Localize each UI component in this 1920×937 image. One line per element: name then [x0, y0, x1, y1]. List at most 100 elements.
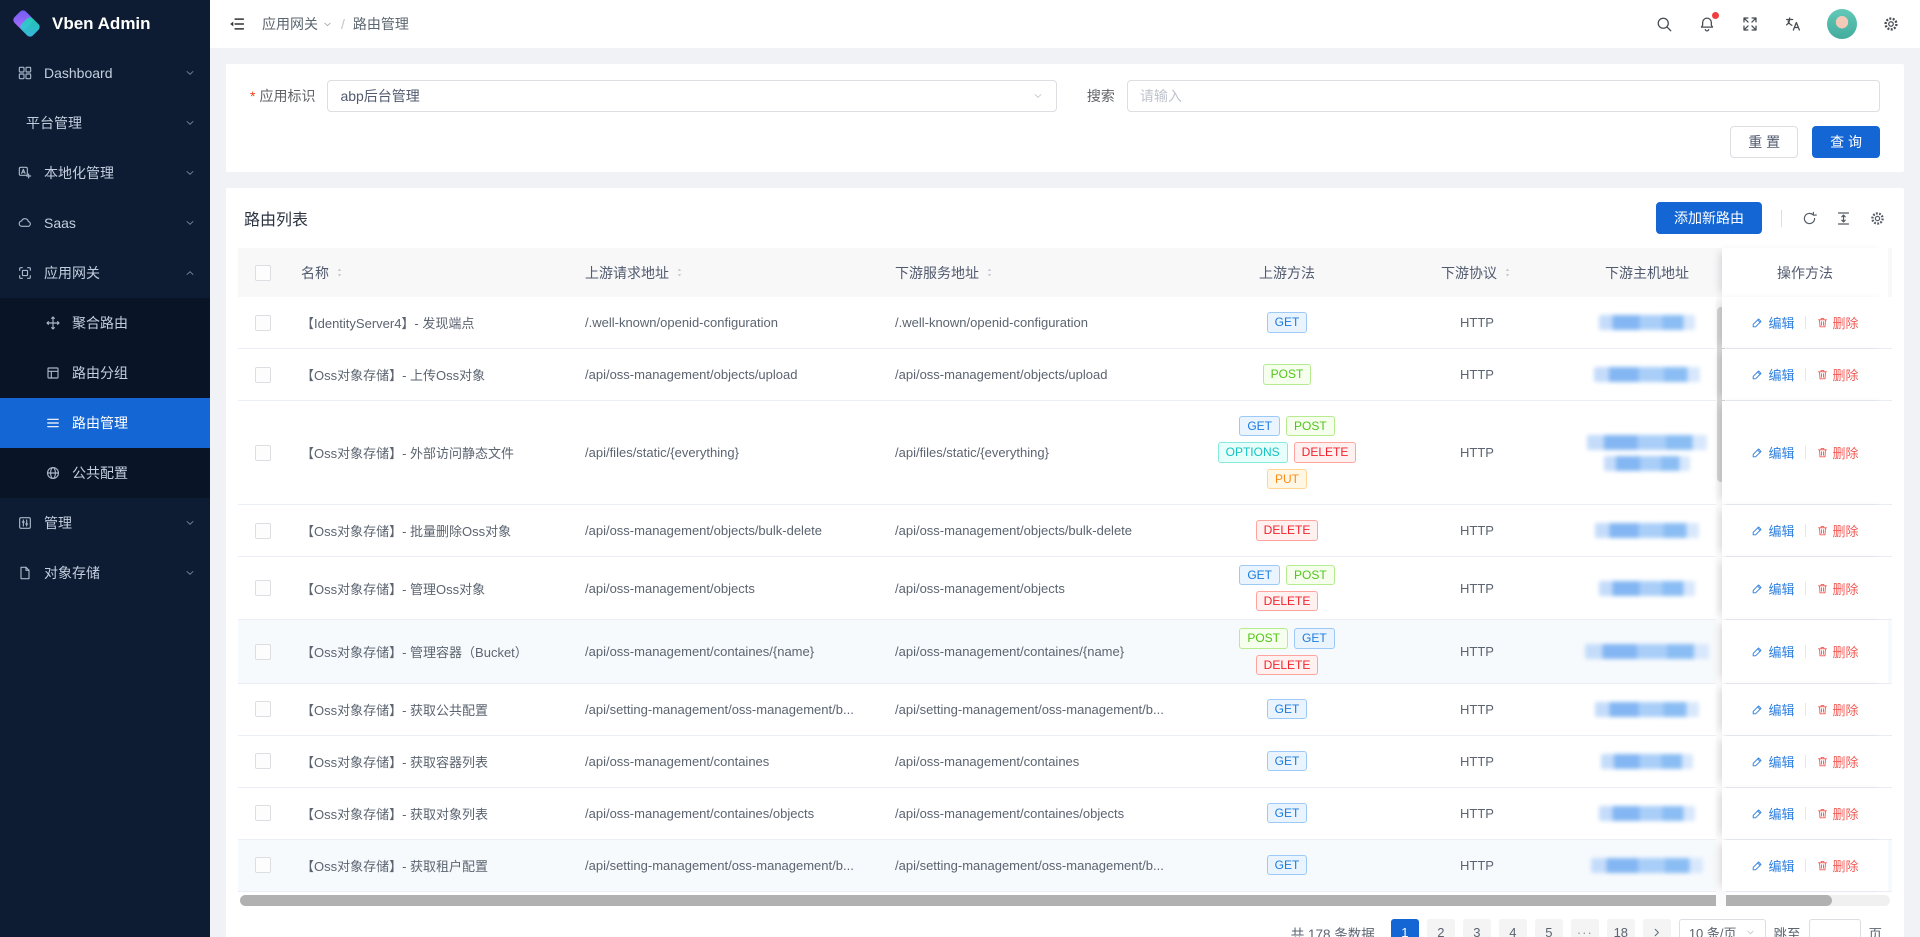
- next-page-button[interactable]: [1642, 918, 1671, 937]
- page-ellipsis[interactable]: ···: [1570, 918, 1599, 937]
- sidebar-item-object-storage[interactable]: 对象存储: [0, 548, 210, 598]
- delete-button[interactable]: 删除: [1816, 700, 1859, 719]
- action-divider: [1804, 368, 1806, 381]
- scheme-value: HTTP: [1460, 367, 1494, 382]
- fullscreen-icon[interactable]: [1741, 15, 1759, 33]
- app-key-select[interactable]: abp后台管理: [327, 80, 1057, 112]
- row-checkbox[interactable]: [255, 444, 271, 461]
- method-badge-put: PUT: [1267, 468, 1307, 489]
- app-logo[interactable]: Vben Admin: [0, 0, 210, 48]
- notification-button[interactable]: [1698, 12, 1719, 33]
- downstream-path: /api/setting-management/oss-management/b…: [895, 857, 1164, 873]
- edit-button[interactable]: 编辑: [1751, 642, 1795, 661]
- host-redacted: [1585, 644, 1709, 660]
- edit-button[interactable]: 编辑: [1751, 700, 1795, 719]
- methods-cell: GET: [1192, 297, 1382, 348]
- filter-panel: *应用标识 abp后台管理 搜索 重 置 查 询: [226, 64, 1904, 172]
- column-header-label: 上游方法: [1259, 264, 1315, 281]
- page-button-2[interactable]: 2: [1426, 918, 1455, 937]
- delete-button[interactable]: 删除: [1816, 365, 1859, 384]
- sidebar-item-app-gateway[interactable]: 应用网关: [0, 248, 210, 298]
- chevron-down-icon: [184, 167, 196, 179]
- vertical-scrollbar[interactable]: [1716, 297, 1726, 906]
- edit-button[interactable]: 编辑: [1751, 521, 1795, 540]
- breadcrumb-item-gateway[interactable]: 应用网关: [262, 14, 333, 34]
- avatar[interactable]: [1827, 9, 1857, 39]
- page-button-1[interactable]: 1: [1390, 918, 1419, 937]
- delete-button[interactable]: 删除: [1816, 752, 1859, 771]
- edit-button[interactable]: 编辑: [1751, 579, 1795, 598]
- page-button-5[interactable]: 5: [1534, 918, 1563, 937]
- refresh-icon[interactable]: [1801, 210, 1818, 227]
- sidebar-item-label: 应用网关: [44, 265, 100, 281]
- collapse-sidebar-icon[interactable]: [228, 15, 246, 33]
- delete-button[interactable]: 删除: [1816, 642, 1859, 661]
- sidebar-item-saas[interactable]: Saas: [0, 198, 210, 248]
- edit-button[interactable]: 编辑: [1751, 443, 1795, 462]
- page-size-select[interactable]: 10 条/页: [1678, 918, 1766, 937]
- column-header[interactable]: 上游请求地址: [572, 248, 882, 297]
- delete-button[interactable]: 删除: [1816, 313, 1859, 332]
- query-button[interactable]: 查 询: [1812, 126, 1880, 158]
- delete-button[interactable]: 删除: [1816, 856, 1859, 875]
- method-badge-delete: DELETE: [1255, 654, 1319, 675]
- sidebar-item-platform-manage[interactable]: 平台管理: [0, 98, 210, 148]
- row-checkbox[interactable]: [255, 314, 271, 331]
- methods-cell: GET POST DELETE: [1192, 557, 1382, 619]
- storage-icon: [17, 565, 33, 581]
- row-checkbox[interactable]: [255, 580, 271, 597]
- sidebar-nav: Dashboard 平台管理本地化管理 Saas 应用网关聚合路由 路由分组 路由管理 公共…: [0, 48, 210, 598]
- row-height-icon[interactable]: [1835, 210, 1852, 227]
- redacted-host-bar: [1591, 857, 1703, 873]
- pencil-icon: [1751, 446, 1764, 459]
- sidebar-subitem-aggregate-route[interactable]: 聚合路由: [0, 298, 210, 348]
- search-icon[interactable]: [1655, 15, 1673, 33]
- settings-gear-icon[interactable]: [1882, 15, 1900, 33]
- vertical-scrollbar-thumb[interactable]: [1717, 307, 1725, 482]
- delete-button[interactable]: 删除: [1816, 521, 1859, 540]
- table-row: 【Oss对象存储】- 获取公共配置/api/setting-management…: [238, 683, 1892, 736]
- edit-button[interactable]: 编辑: [1751, 313, 1795, 332]
- sidebar-subitem-public-config[interactable]: 公共配置: [0, 448, 210, 498]
- column-header[interactable]: 下游服务地址: [882, 248, 1192, 297]
- row-checkbox[interactable]: [255, 857, 271, 874]
- delete-button[interactable]: 删除: [1816, 443, 1859, 462]
- row-checkbox[interactable]: [255, 753, 271, 770]
- page-button-3[interactable]: 3: [1462, 918, 1491, 937]
- topbar-actions: [1655, 9, 1900, 39]
- delete-button[interactable]: 删除: [1816, 804, 1859, 823]
- sidebar-item-localization-manage[interactable]: 本地化管理: [0, 148, 210, 198]
- edit-button[interactable]: 编辑: [1751, 856, 1795, 875]
- column-settings-gear-icon[interactable]: [1869, 210, 1886, 227]
- edit-button[interactable]: 编辑: [1751, 365, 1795, 384]
- page-button-4[interactable]: 4: [1498, 918, 1527, 937]
- row-checkbox[interactable]: [255, 643, 271, 660]
- search-input[interactable]: [1126, 80, 1880, 112]
- page-button-18[interactable]: 18: [1606, 918, 1635, 937]
- sidebar-item-manage[interactable]: 管理: [0, 498, 210, 548]
- select-all-checkbox[interactable]: [255, 264, 271, 281]
- add-route-button[interactable]: 添加新路由: [1656, 202, 1762, 234]
- sidebar-subitem-route-manage[interactable]: 路由管理: [0, 398, 210, 448]
- pencil-icon: [1751, 524, 1764, 537]
- redacted-host-bar: [1601, 753, 1693, 769]
- column-header[interactable]: 下游协议: [1382, 248, 1572, 297]
- sidebar-item-label: 本地化管理: [44, 165, 114, 181]
- reset-button[interactable]: 重 置: [1730, 126, 1799, 158]
- horizontal-scrollbar[interactable]: [240, 894, 1890, 906]
- chevron-down-icon: [1745, 927, 1756, 937]
- jump-page-input[interactable]: [1808, 918, 1861, 937]
- sidebar-subitem-route-group[interactable]: 路由分组: [0, 348, 210, 398]
- delete-button[interactable]: 删除: [1816, 579, 1859, 598]
- edit-button[interactable]: 编辑: [1751, 804, 1795, 823]
- horizontal-scrollbar-thumb[interactable]: [240, 894, 1833, 906]
- row-checkbox[interactable]: [255, 366, 271, 383]
- row-checkbox[interactable]: [255, 522, 271, 539]
- column-header[interactable]: 名称: [288, 248, 572, 297]
- row-checkbox[interactable]: [255, 805, 271, 822]
- chevron-down-icon: [322, 19, 333, 30]
- edit-button[interactable]: 编辑: [1751, 752, 1795, 771]
- row-checkbox[interactable]: [255, 701, 271, 718]
- translate-icon[interactable]: [1784, 15, 1802, 33]
- sidebar-item-dashboard[interactable]: Dashboard: [0, 48, 210, 98]
